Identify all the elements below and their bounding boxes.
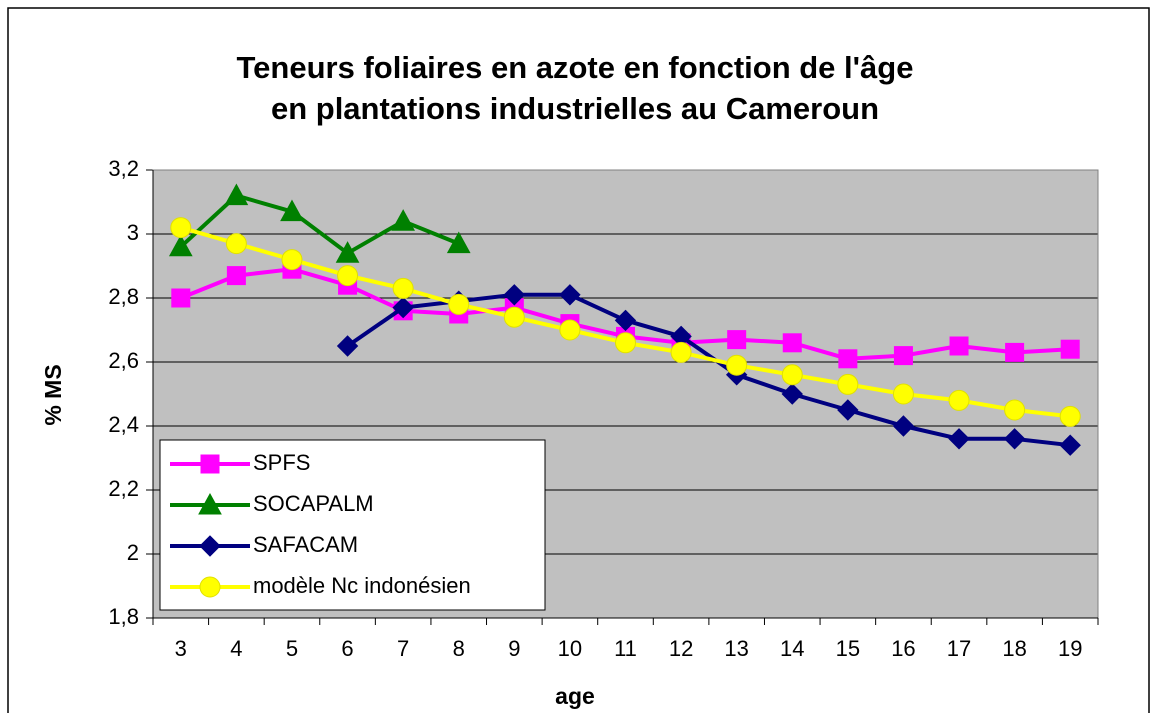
marker (782, 333, 802, 353)
legend-label: SOCAPALM (253, 491, 374, 516)
marker (670, 341, 692, 363)
marker (281, 249, 303, 271)
marker (614, 309, 637, 332)
legend-label: SPFS (253, 450, 310, 475)
marker (170, 217, 192, 239)
marker (503, 306, 525, 328)
x-tick-label: 9 (508, 636, 520, 661)
marker (446, 231, 471, 254)
marker (781, 383, 803, 405)
marker (892, 415, 915, 437)
x-tick-label: 6 (341, 636, 353, 661)
marker (949, 336, 969, 356)
marker (171, 288, 191, 308)
x-tick-label: 8 (453, 636, 465, 661)
x-tick-label: 15 (836, 636, 860, 661)
chart-subtitle: en plantations industrielles au Cameroun (271, 91, 879, 126)
marker (200, 454, 220, 474)
marker (615, 332, 636, 354)
marker (837, 373, 859, 395)
x-tick-label: 17 (947, 636, 971, 661)
marker (337, 265, 359, 287)
y-tick-label: 2,8 (108, 284, 139, 309)
y-tick-label: 2,2 (108, 476, 139, 501)
marker (199, 576, 221, 598)
x-tick-label: 3 (175, 636, 187, 661)
marker (392, 277, 414, 299)
marker (559, 319, 581, 341)
marker (893, 346, 913, 366)
marker (226, 266, 246, 286)
x-tick-label: 5 (286, 636, 298, 661)
y-tick-label: 2,4 (108, 412, 139, 437)
x-tick-label: 4 (230, 636, 242, 661)
marker (225, 233, 247, 255)
marker (1059, 405, 1081, 427)
x-tick-label: 14 (780, 636, 804, 661)
marker (503, 284, 526, 306)
x-tick-label: 10 (558, 636, 582, 661)
y-tick-label: 3 (127, 220, 139, 245)
marker (168, 234, 193, 257)
marker (837, 399, 859, 421)
x-tick-label: 12 (669, 636, 693, 661)
legend: SPFS SOCAPALM SAFACAM modèle Nc indonésien (159, 439, 546, 611)
x-tick-label: 11 (614, 636, 637, 661)
x-tick-label: 7 (397, 636, 409, 661)
legend-label: modèle Nc indonésien (253, 573, 471, 598)
y-tick-label: 2,6 (108, 348, 139, 373)
marker (559, 284, 581, 306)
marker (280, 199, 304, 222)
marker (448, 293, 470, 315)
marker (336, 335, 359, 357)
marker (1003, 428, 1026, 450)
marker (391, 209, 415, 231)
marker (726, 354, 748, 376)
x-tick-label: 13 (724, 636, 748, 661)
marker (838, 349, 858, 369)
x-axis-label: age (555, 683, 595, 709)
y-tick-label: 3,2 (108, 156, 139, 181)
marker (198, 492, 222, 515)
x-tick-label: 18 (1002, 636, 1026, 661)
marker (1005, 342, 1025, 362)
marker (892, 383, 914, 405)
chart-title: Teneurs foliaires en azote en fonction d… (237, 50, 914, 85)
marker (392, 296, 414, 319)
marker (781, 364, 803, 386)
x-tick-label: 19 (1058, 636, 1082, 661)
y-tick-label: 1,8 (108, 604, 139, 629)
legend-box (159, 439, 546, 611)
marker (224, 183, 249, 206)
marker (1060, 339, 1080, 359)
y-axis-label: % MS (40, 364, 66, 425)
y-tick-label: 2 (127, 540, 139, 565)
marker (727, 330, 747, 350)
marker (948, 428, 970, 450)
legend-label: SAFACAM (253, 532, 358, 557)
marker (199, 535, 221, 557)
marker (1004, 399, 1026, 421)
marker (948, 389, 970, 411)
x-tick-label: 16 (891, 636, 915, 661)
marker (335, 241, 360, 263)
marker (1059, 434, 1081, 456)
